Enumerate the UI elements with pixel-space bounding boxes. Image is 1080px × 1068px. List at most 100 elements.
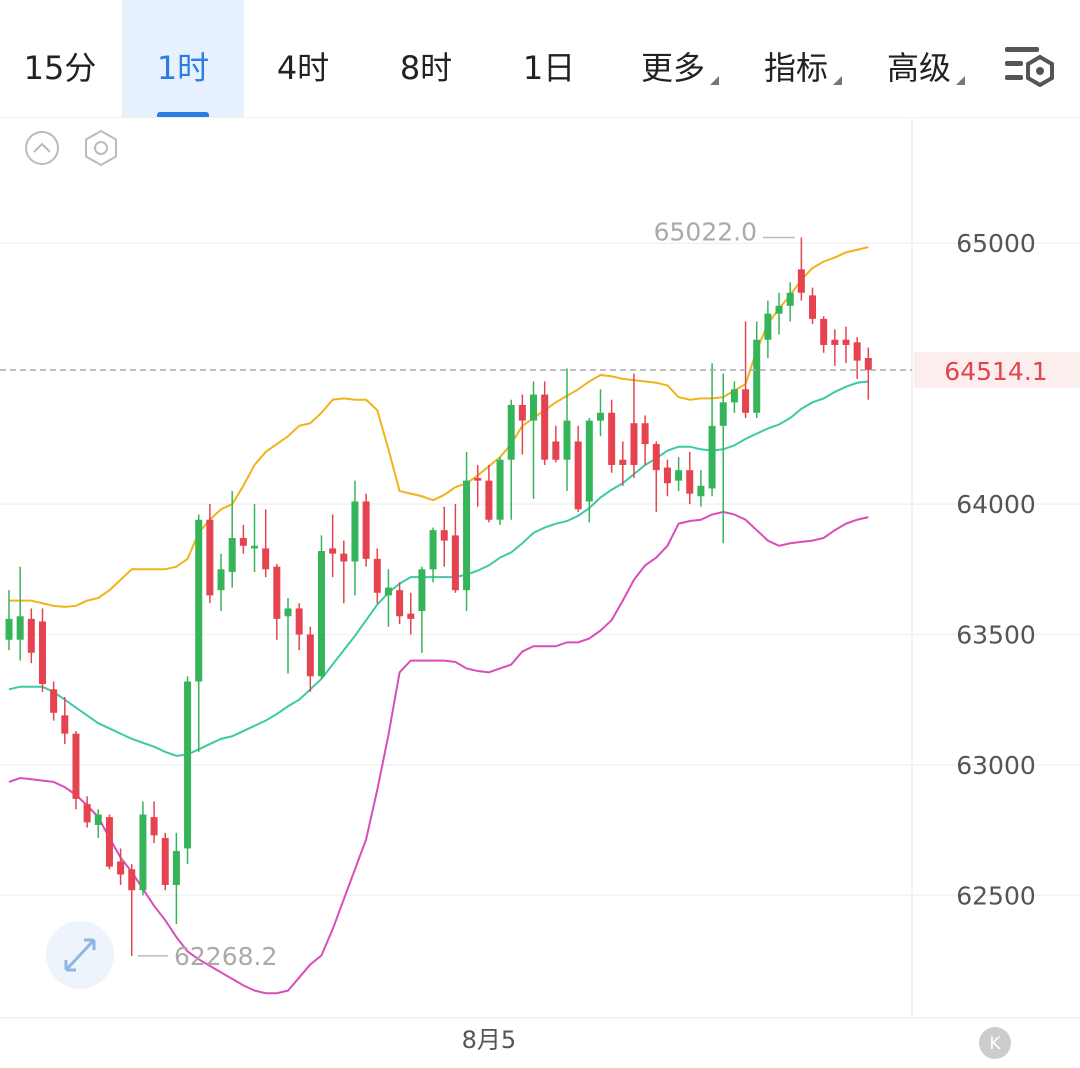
candle-body <box>663 467 671 484</box>
candle-body <box>340 553 348 562</box>
candle-body <box>306 634 314 677</box>
candle-body <box>440 530 448 541</box>
candle-body <box>842 339 850 345</box>
candle-body <box>608 412 616 465</box>
candle-body <box>161 838 169 885</box>
candle-body <box>27 618 35 653</box>
y-tick-label: 64000 <box>956 490 1036 519</box>
expand-button[interactable] <box>46 921 114 989</box>
candle-body <box>273 566 281 619</box>
last-price-box <box>914 351 1080 388</box>
candle-body <box>150 817 158 836</box>
tab[interactable]: 1日 <box>522 49 576 87</box>
last-price-label: 64514.1 <box>944 357 1047 386</box>
candle-body <box>94 814 102 825</box>
candle-body <box>585 420 593 502</box>
candle-body <box>496 459 504 520</box>
tab-dropdown[interactable]: 指标 <box>764 0 843 117</box>
candle-body <box>195 519 203 682</box>
candle-body <box>518 404 526 421</box>
candle-body <box>83 804 91 823</box>
tab[interactable]: 4时 <box>276 49 330 87</box>
candle-body <box>764 313 772 340</box>
band-line <box>9 246 869 608</box>
layout-settings-icon[interactable] <box>1005 45 1055 87</box>
candle-body <box>797 269 805 293</box>
candle-body <box>697 485 705 497</box>
candle-body <box>708 425 716 489</box>
candle-body <box>485 480 493 520</box>
svg-text:K: K <box>989 1034 1001 1054</box>
band-line <box>8 510 869 995</box>
candle-body <box>239 538 247 546</box>
candle-body <box>686 470 694 494</box>
candle-body <box>474 478 482 481</box>
candle-body <box>117 861 125 875</box>
candle-body <box>384 587 392 596</box>
tab-bar: 15分 1时 4时 8时 1日 更多 指标 高级 <box>0 0 1080 118</box>
candle-body <box>619 459 627 465</box>
candle-body <box>5 618 13 640</box>
candle-body <box>596 412 604 421</box>
candle-body <box>295 608 303 635</box>
candle-body <box>50 689 58 713</box>
y-tick-label: 62500 <box>956 881 1036 910</box>
tab-selected[interactable]: 1时 <box>122 0 244 117</box>
candle-body <box>641 423 649 445</box>
y-tick-label: 63000 <box>956 751 1036 780</box>
k-button[interactable]: K <box>979 1027 1011 1059</box>
candle-body <box>172 851 180 885</box>
candle-body <box>206 519 214 596</box>
x-tick-label: 8月5 <box>462 1026 517 1054</box>
candle-body <box>853 342 861 361</box>
candle-body <box>184 681 192 849</box>
candle-body <box>362 501 370 559</box>
candle-body <box>418 569 426 612</box>
candle-body <box>228 538 236 572</box>
low-label: 62268.2 <box>174 942 277 971</box>
candle-body <box>429 530 437 570</box>
tab[interactable]: 8时 <box>399 49 453 87</box>
candle-body <box>530 394 538 421</box>
candle-body <box>373 558 381 593</box>
settings-button[interactable] <box>85 129 117 167</box>
candle-body <box>105 817 113 867</box>
candle-body <box>139 814 147 891</box>
candle-body <box>786 292 794 306</box>
candle-body <box>284 608 292 617</box>
candle-body <box>38 621 46 685</box>
candle-body <box>507 404 515 460</box>
candle-body <box>775 305 783 314</box>
collapse-button[interactable] <box>25 131 59 165</box>
candle-body <box>675 470 683 481</box>
candle-body <box>217 569 225 591</box>
tab-dropdown[interactable]: 更多 <box>641 0 720 117</box>
tab-dropdown[interactable]: 高级 <box>887 0 966 117</box>
candle-body <box>574 441 582 510</box>
candle-body <box>463 480 471 591</box>
candle-body <box>72 733 80 799</box>
candle-body <box>742 389 750 413</box>
candle-body <box>351 501 359 562</box>
candle-body <box>128 869 136 891</box>
candle-body <box>864 358 872 370</box>
candle-body <box>630 423 638 465</box>
y-tick-label: 63500 <box>956 621 1036 650</box>
candle-body <box>16 616 24 640</box>
candle-body <box>61 715 69 734</box>
tab[interactable]: 15分 <box>23 49 97 87</box>
candle-body <box>407 613 415 619</box>
band-line <box>8 380 869 757</box>
candle-body <box>820 318 828 345</box>
high-label: 65022.0 <box>654 217 757 246</box>
candle-body <box>541 394 549 460</box>
candle-body <box>753 339 761 413</box>
candle-body <box>552 441 560 460</box>
candle-body <box>563 420 571 460</box>
y-tick-label: 65000 <box>956 229 1036 258</box>
candle-body <box>719 402 727 426</box>
candle-body <box>396 590 404 617</box>
candle-body <box>329 548 337 554</box>
